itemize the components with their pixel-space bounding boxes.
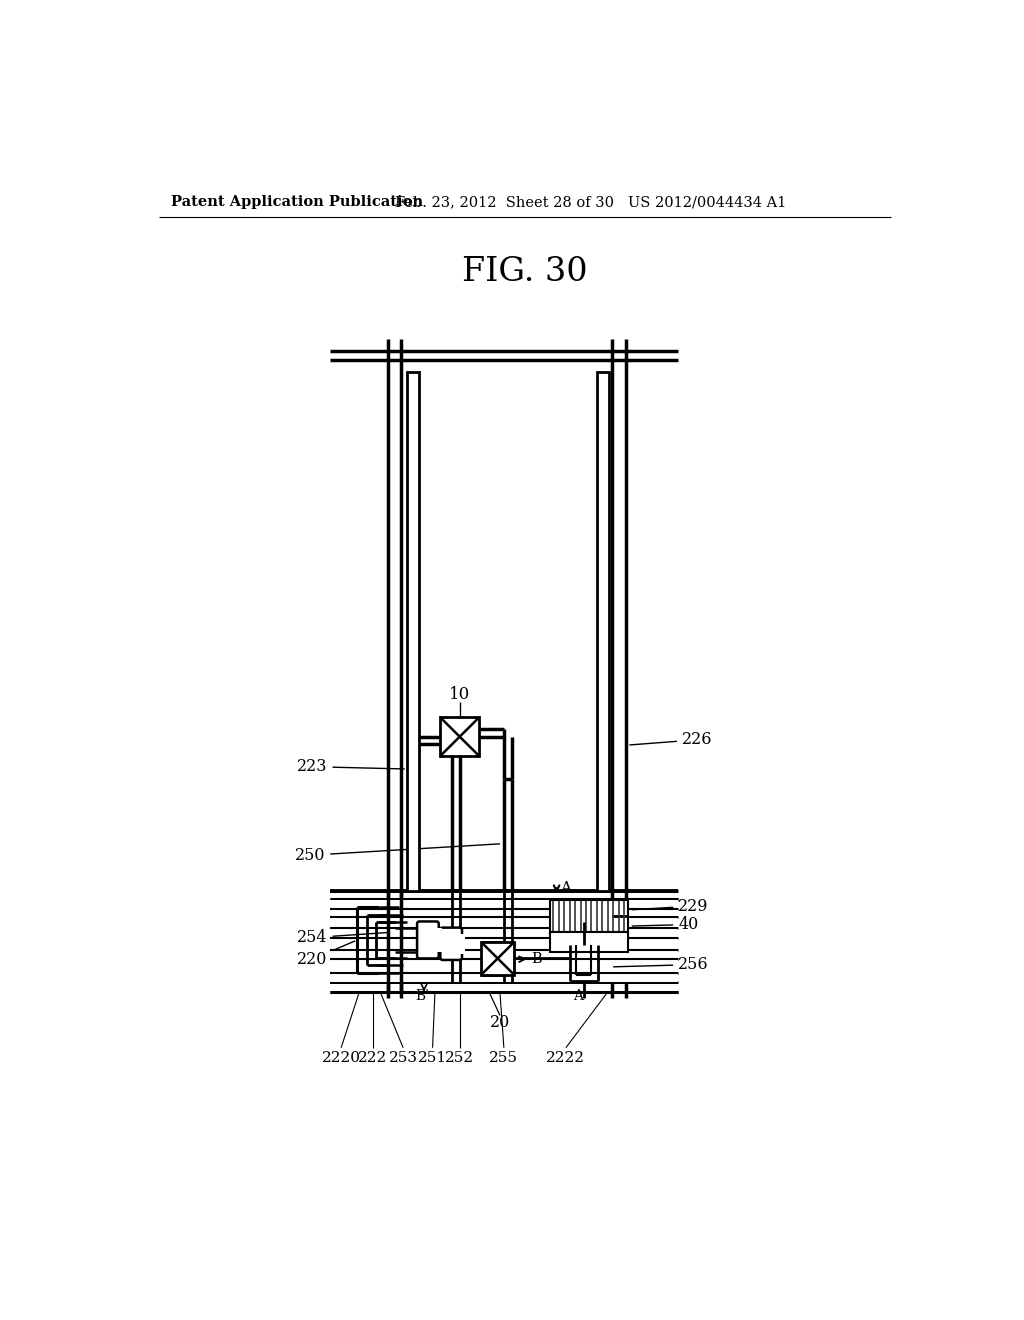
Text: 251: 251 bbox=[418, 1051, 447, 1065]
Bar bbox=[597, 372, 608, 891]
Text: 256: 256 bbox=[613, 956, 709, 973]
Bar bbox=[481, 942, 514, 974]
Bar bbox=[458, 933, 465, 954]
Bar bbox=[550, 900, 628, 932]
Text: A: A bbox=[560, 880, 571, 895]
Text: 220: 220 bbox=[297, 941, 355, 968]
Text: 254: 254 bbox=[297, 929, 389, 946]
Bar bbox=[330, 900, 678, 982]
Text: Feb. 23, 2012  Sheet 28 of 30: Feb. 23, 2012 Sheet 28 of 30 bbox=[395, 195, 614, 210]
Bar bbox=[407, 372, 419, 891]
Text: 229: 229 bbox=[632, 898, 709, 915]
Text: FIG. 30: FIG. 30 bbox=[462, 256, 588, 288]
Bar bbox=[434, 928, 442, 952]
Text: Patent Application Publication: Patent Application Publication bbox=[171, 195, 423, 210]
Bar bbox=[550, 932, 628, 952]
Text: B: B bbox=[531, 952, 542, 966]
Text: 40: 40 bbox=[632, 916, 698, 933]
Text: 223: 223 bbox=[297, 758, 404, 775]
Text: 250: 250 bbox=[295, 843, 500, 863]
Bar bbox=[440, 718, 479, 756]
Text: 226: 226 bbox=[630, 731, 713, 748]
Text: 10: 10 bbox=[450, 686, 470, 702]
Text: 255: 255 bbox=[489, 1051, 518, 1065]
Text: B': B' bbox=[416, 989, 429, 1003]
Text: 20: 20 bbox=[489, 1014, 510, 1031]
Text: A': A' bbox=[572, 989, 587, 1003]
Text: 252: 252 bbox=[445, 1051, 474, 1065]
Text: US 2012/0044434 A1: US 2012/0044434 A1 bbox=[628, 195, 786, 210]
Text: 253: 253 bbox=[389, 1051, 418, 1065]
Text: 2222: 2222 bbox=[547, 1051, 586, 1065]
Text: 222: 222 bbox=[358, 1051, 387, 1065]
Text: 2220: 2220 bbox=[322, 1051, 360, 1065]
FancyBboxPatch shape bbox=[417, 921, 438, 958]
FancyBboxPatch shape bbox=[440, 928, 462, 960]
